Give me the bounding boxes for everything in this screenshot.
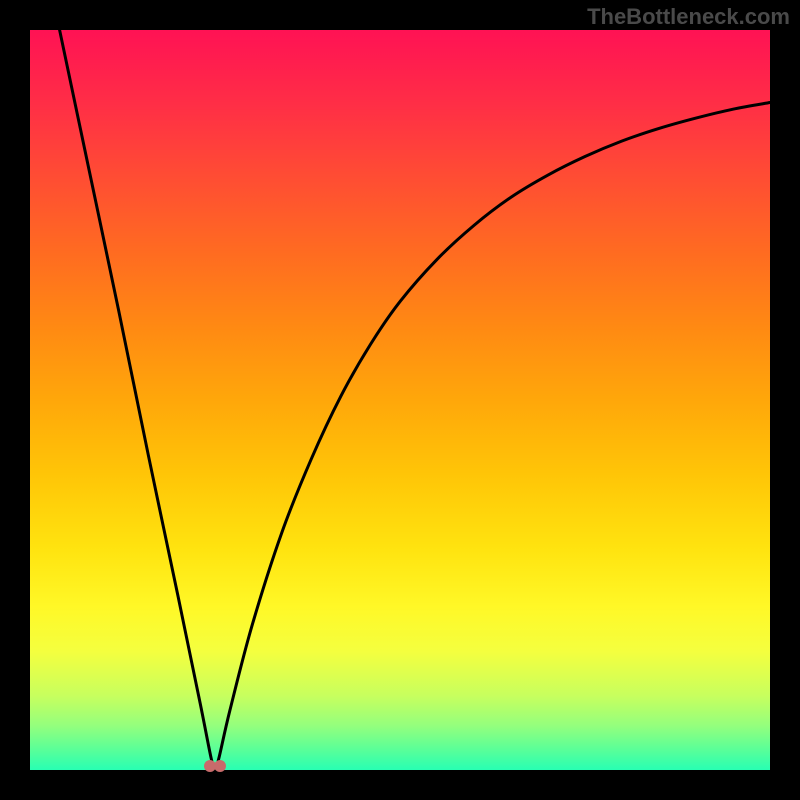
minimum-marker-2 — [214, 760, 226, 772]
performance-curve — [30, 30, 770, 770]
curve-path — [60, 30, 770, 769]
plot-area — [30, 30, 770, 770]
chart-container: TheBottleneck.com — [0, 0, 800, 800]
watermark-text: TheBottleneck.com — [587, 4, 790, 30]
